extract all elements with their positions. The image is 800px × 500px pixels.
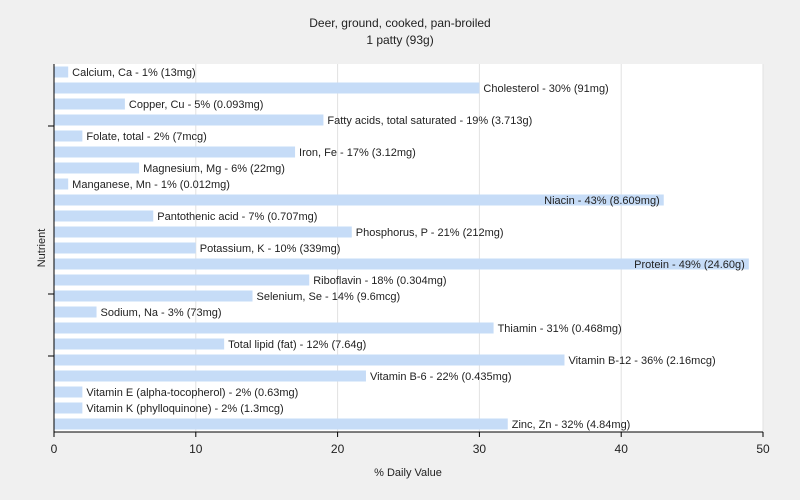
bar-label: Calcium, Ca - 1% (13mg) — [72, 67, 195, 79]
bar — [54, 290, 253, 302]
bar-label: Thiamin - 31% (0.468mg) — [498, 323, 622, 335]
bar — [54, 98, 125, 110]
bar-label: Niacin - 43% (8.609mg) — [544, 195, 660, 207]
bar — [54, 258, 749, 270]
bar-label: Total lipid (fat) - 12% (7.64g) — [228, 339, 366, 351]
bar-label: Folate, total - 2% (7mcg) — [86, 131, 206, 143]
bar — [54, 194, 664, 206]
x-axis-label: % Daily Value — [374, 467, 442, 479]
bar-label: Fatty acids, total saturated - 19% (3.71… — [327, 115, 532, 127]
bar — [54, 66, 69, 78]
bar — [54, 130, 83, 142]
bar-label: Vitamin B-12 - 36% (2.16mcg) — [568, 355, 715, 367]
bar-label: Pantothenic acid - 7% (0.707mg) — [157, 211, 317, 223]
x-tick-label: 30 — [473, 442, 487, 456]
bar — [54, 402, 83, 414]
bar-label: Zinc, Zn - 32% (4.84mg) — [512, 419, 631, 431]
bar-label: Cholesterol - 30% (91mg) — [483, 83, 608, 95]
y-axis-label: Nutrient — [36, 229, 48, 268]
bar — [54, 418, 508, 430]
bar — [54, 386, 83, 398]
x-tick-label: 20 — [331, 442, 345, 456]
bars: Calcium, Ca - 1% (13mg) Cholesterol - 30%… — [54, 66, 749, 431]
chart-subtitle: 1 patty (93g) — [366, 33, 433, 47]
x-tick-label: 50 — [756, 442, 770, 456]
bar-label: Magnesium, Mg - 6% (22mg) — [143, 163, 285, 175]
bar — [54, 306, 97, 318]
bar-label: Copper, Cu - 5% (0.093mg) — [129, 99, 264, 111]
bar-label: Vitamin E (alpha-tocopherol) - 2% (0.63m… — [86, 387, 298, 399]
bar — [54, 162, 140, 174]
bar-label: Vitamin B-6 - 22% (0.435mg) — [370, 371, 512, 383]
axes: 0 10 20 30 40 50 — [48, 64, 770, 456]
bar-label: Phosphorus, P - 21% (212mg) — [356, 227, 504, 239]
chart-title: Deer, ground, cooked, pan-broiled — [309, 16, 490, 30]
bar-label: Iron, Fe - 17% (3.12mg) — [299, 147, 416, 159]
bar — [54, 322, 494, 334]
bar — [54, 338, 225, 350]
bar — [54, 370, 366, 382]
bar-label: Vitamin K (phylloquinone) - 2% (1.3mcg) — [86, 403, 283, 415]
bar-label: Potassium, K - 10% (339mg) — [200, 243, 341, 255]
x-tick-label: 10 — [189, 442, 203, 456]
bar-label: Protein - 49% (24.60g) — [634, 259, 745, 271]
bar — [54, 274, 310, 286]
bar — [54, 178, 69, 190]
bar-label: Manganese, Mn - 1% (0.012mg) — [72, 179, 230, 191]
bar-label: Riboflavin - 18% (0.304mg) — [313, 275, 446, 287]
x-tick-label: 40 — [615, 442, 629, 456]
bar — [54, 226, 352, 238]
bar-label: Selenium, Se - 14% (9.6mcg) — [257, 291, 401, 303]
bar — [54, 146, 296, 158]
bar-label: Sodium, Na - 3% (73mg) — [101, 307, 222, 319]
x-tick-label: 0 — [51, 442, 58, 456]
bar — [54, 210, 154, 222]
bar — [54, 82, 480, 94]
bar — [54, 354, 565, 366]
bar — [54, 114, 324, 126]
bar — [54, 242, 196, 254]
